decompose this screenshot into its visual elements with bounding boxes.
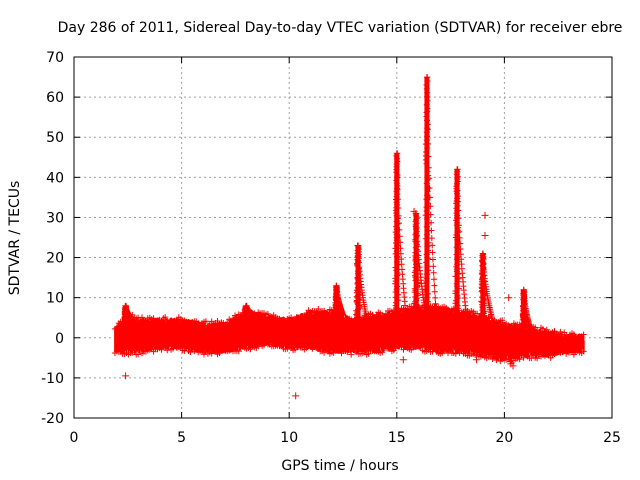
y-axis-label: SDTVAR / TECUs [7,181,23,296]
x-axis-label: GPS time / hours [281,458,398,474]
y-tick-label: -10 [41,371,64,387]
x-tick-label: 5 [177,430,186,446]
grid-lines [74,57,612,418]
y-tick-label: 30 [46,210,64,226]
data-markers [111,74,587,400]
y-tick-label: 0 [55,331,64,347]
x-tick-label: 25 [603,430,621,446]
y-tick-label: 10 [46,291,64,307]
y-tick-label: 60 [46,90,64,106]
y-tick-label: -20 [41,411,64,427]
plot-frame [73,56,613,419]
y-tick-label: 50 [46,130,64,146]
data-points [111,74,587,400]
chart-title: Day 286 of 2011, Sidereal Day-to-day VTE… [58,20,623,36]
x-tick-label: 20 [495,430,513,446]
y-tick-label: 20 [46,251,64,267]
y-tick-label: 70 [46,50,64,66]
axis-ticks: -20 -10 0 10 20 30 40 50 60 70 0 5 10 15 20 25 [41,50,621,446]
data-band [114,305,585,362]
x-tick-label: 10 [280,430,298,446]
x-tick-label: 15 [388,430,406,446]
x-tick-label: 0 [70,430,79,446]
y-tick-label: 40 [46,170,64,186]
